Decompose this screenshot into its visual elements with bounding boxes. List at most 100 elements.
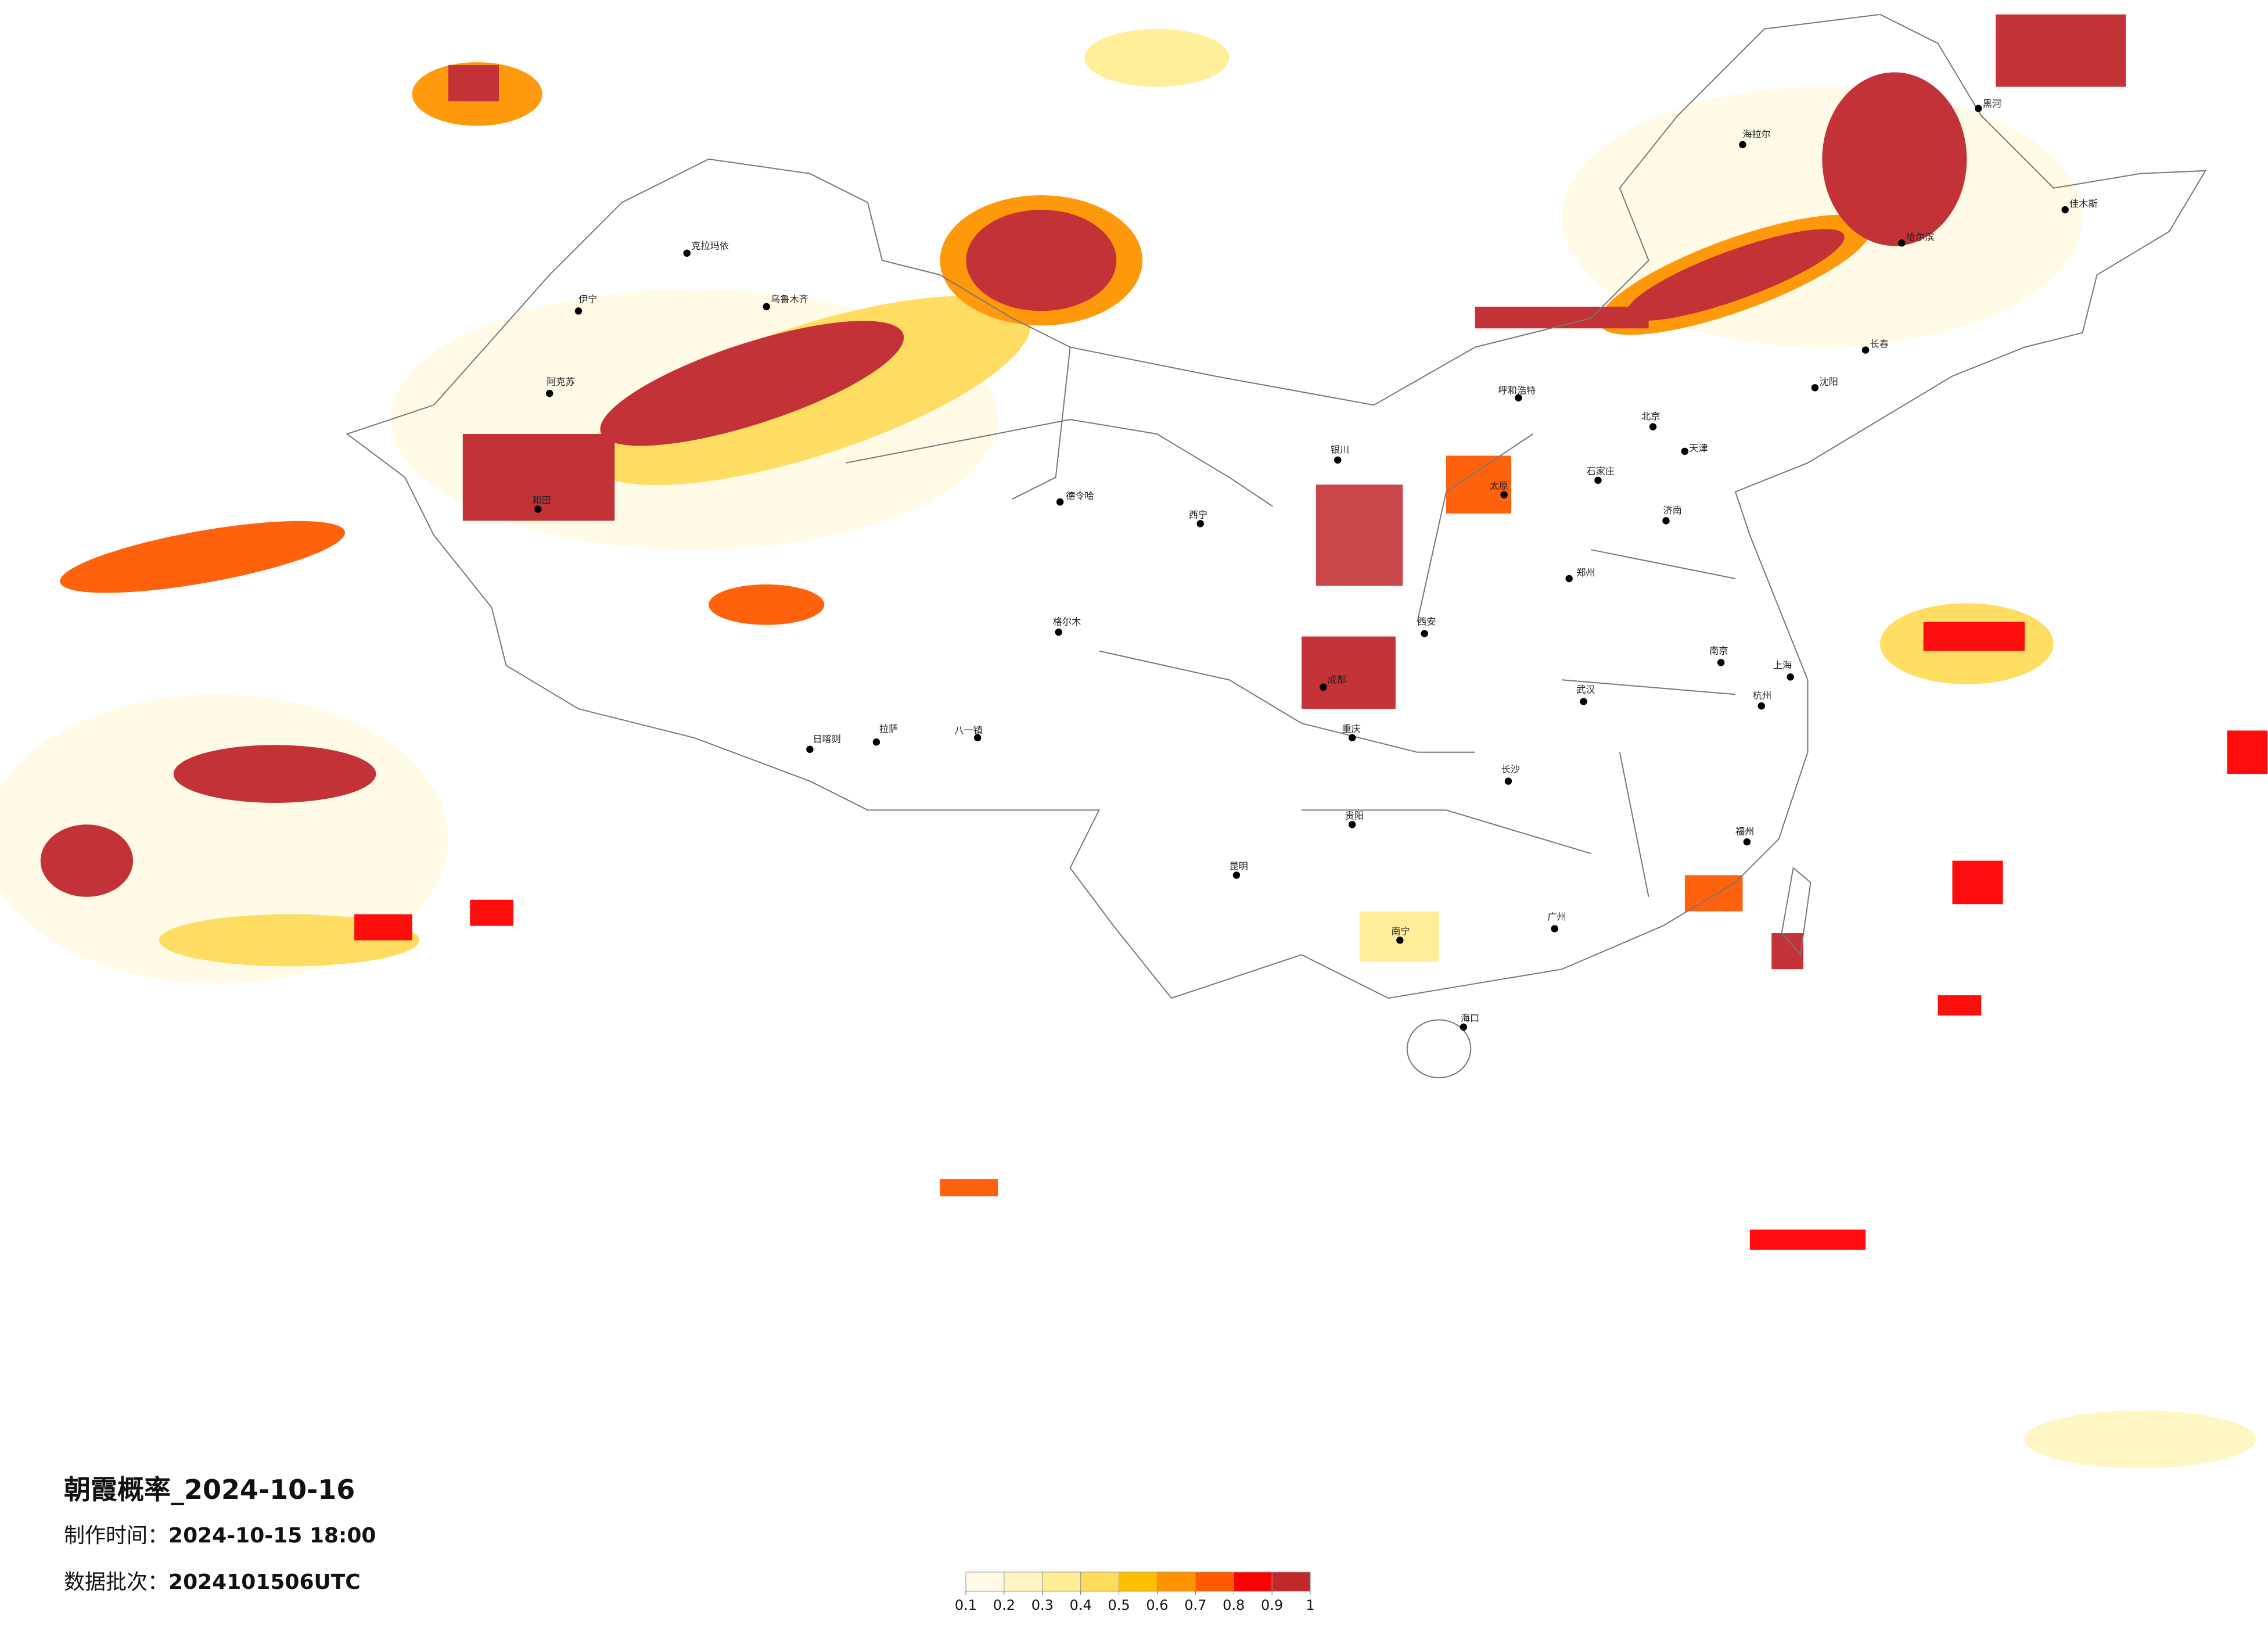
city-label: 重庆 (1342, 723, 1361, 734)
city-dot (1515, 394, 1522, 401)
batch: 数据批次：2024101506UTC (64, 1570, 361, 1594)
make-time-label: 制作时间： (64, 1524, 168, 1548)
city-label: 福州 (1735, 826, 1754, 837)
city-label: 黑河 (1983, 98, 2001, 109)
city-label: 南京 (1709, 645, 1728, 656)
city-dot (1743, 838, 1751, 846)
legend-tick-label: 0.9 (1261, 1597, 1283, 1613)
city-dot (683, 249, 691, 257)
field-patch (448, 65, 499, 102)
city-label: 日喀则 (813, 733, 841, 744)
city-dot (1594, 476, 1602, 484)
city-dot (1232, 871, 1241, 879)
legend-tick-label: 0.8 (1223, 1597, 1245, 1613)
city-dot (1580, 698, 1587, 705)
city-label: 阿克苏 (547, 376, 575, 387)
make-time-value: 2024-10-15 18:00 (168, 1524, 376, 1548)
field-patch (2227, 730, 2268, 774)
city-label: 拉萨 (879, 723, 898, 734)
cities: 克拉玛依 乌鲁木齐 伊宁 阿克苏 和田 德令哈 格尔木 拉萨 日喀则 八一镇 成… (532, 98, 2098, 1031)
field-patch (1626, 229, 1845, 321)
city-dot (1348, 734, 1356, 742)
field-patch (173, 745, 376, 803)
city-dot (1504, 777, 1512, 785)
legend-swatch (1004, 1571, 1043, 1592)
city-dot (974, 734, 982, 742)
batch-value: 2024101506UTC (168, 1570, 361, 1594)
city-dot (1320, 683, 1327, 691)
field-patch (1315, 485, 1403, 586)
field-patch (40, 824, 134, 897)
city-label: 杭州 (1753, 690, 1771, 701)
field-patch (1996, 14, 2126, 87)
legend: 0.1 0.2 0.3 0.4 0.5 0.6 0.7 0.8 0.9 1 (955, 1571, 1315, 1613)
city-dot (1055, 628, 1062, 636)
field-patch (1684, 875, 1743, 912)
field-patch (1952, 860, 2003, 905)
city-label: 郑州 (1576, 567, 1595, 578)
city-label: 克拉玛依 (691, 240, 729, 251)
city-label: 哈尔滨 (1906, 231, 1935, 242)
city-dot (534, 505, 542, 513)
city-label: 海拉尔 (1742, 129, 1771, 140)
probability-field (0, 14, 2268, 1469)
legend-tick-label: 0.2 (993, 1597, 1015, 1613)
batch-label: 数据批次： (64, 1570, 168, 1594)
city-dot (1500, 491, 1508, 498)
legend-swatch (1195, 1571, 1234, 1592)
city-dot (1649, 423, 1657, 430)
city-dot (1975, 105, 1982, 112)
field-patch (159, 914, 420, 967)
city-dot (1421, 630, 1428, 637)
city-dot (2061, 206, 2069, 214)
field-patch (60, 521, 345, 593)
city-label: 八一镇 (954, 724, 983, 735)
legend-swatch (1119, 1571, 1158, 1592)
city-label: 长沙 (1501, 764, 1520, 775)
city-dot (1861, 346, 1870, 354)
legend-tick-label: 0.5 (1108, 1597, 1130, 1613)
field-patch (940, 1179, 998, 1197)
city-dot (1348, 821, 1356, 828)
legend-swatch (1271, 1571, 1311, 1592)
field-patch (1923, 622, 2025, 651)
make-time: 制作时间：2024-10-15 18:00 (64, 1524, 376, 1548)
legend-swatch (1080, 1571, 1120, 1592)
field-patch (470, 899, 513, 926)
country-outline (346, 13, 2207, 999)
city-dot (1662, 517, 1670, 525)
city-dot (763, 303, 770, 311)
city-label: 广州 (1547, 912, 1566, 923)
city-label: 西安 (1417, 616, 1436, 627)
legend-swatch (1156, 1571, 1196, 1592)
city-dot (1739, 141, 1746, 149)
city-label: 上海 (1773, 659, 1792, 670)
city-label: 北京 (1641, 411, 1660, 422)
city-dot (1787, 673, 1794, 681)
city-label: 西宁 (1189, 509, 1207, 520)
city-label: 海口 (1461, 1013, 1479, 1024)
field-patch (966, 210, 1117, 311)
city-dot (1811, 384, 1819, 392)
city-label: 武汉 (1576, 684, 1595, 695)
legend-swatch (1233, 1571, 1273, 1592)
field-patch (354, 914, 412, 941)
city-dot (1717, 659, 1725, 666)
city-label: 济南 (1663, 505, 1682, 516)
city-dot (574, 307, 583, 315)
city-label: 昆明 (1229, 860, 1248, 871)
city-dot (1565, 575, 1573, 583)
field-patch (2025, 1410, 2256, 1469)
field-patch (1359, 911, 1439, 962)
city-label: 成都 (1328, 674, 1346, 685)
field-patch (1302, 636, 1396, 709)
city-label: 德令哈 (1066, 490, 1094, 501)
city-dot (1898, 239, 1906, 247)
city-dot (1196, 520, 1204, 528)
city-label: 天津 (1689, 443, 1708, 454)
city-dot (872, 738, 880, 746)
island-outline (1406, 1019, 1472, 1079)
city-label: 太原 (1490, 480, 1508, 491)
island-outline (1781, 867, 1811, 956)
city-dot (806, 745, 814, 753)
